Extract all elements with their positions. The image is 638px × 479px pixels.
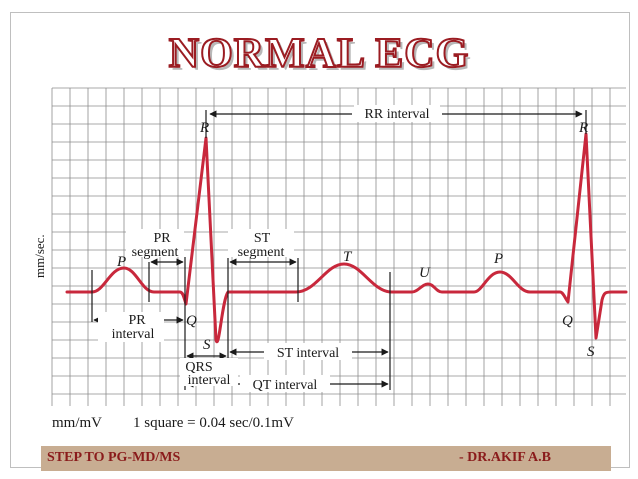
wave-label-p2: P [493,251,503,267]
wave-label-r2: R [578,120,588,136]
footer-right-text: - DR.AKIF A.B [458,450,551,465]
wave-label-q1: Q [186,313,197,329]
scale-square-note: 1 square = 0.04 sec/0.1mV [133,415,294,431]
wave-label-s1: S [203,337,211,353]
wave-label-q2: Q [562,313,573,329]
footer-bar: STEP TO PG-MD/MS - DR.AKIF A.B [41,446,611,471]
qrs-interval-label-line1: QRS [185,360,212,375]
y-axis-label: mm/sec. [32,234,47,278]
rr-interval-label: RR interval [365,107,430,122]
pr-segment-label-line1: PR [153,231,171,246]
qt-interval-label: QT interval [253,378,318,393]
wave-label-r1: R [199,120,209,136]
st-interval-label: ST interval [277,346,339,361]
st-segment-label-line2: segment [238,245,285,260]
slide-title: NORMAL ECG [168,30,470,78]
pr-interval-label-line1: PR [128,313,146,328]
wave-label-p1: P [116,254,126,270]
wave-label-t: T [343,249,353,265]
scale-unit: mm/mV [52,415,102,431]
ecg-trace [65,132,628,344]
wave-label-u: U [419,265,431,281]
pr-interval-label-line2: interval [112,327,155,342]
footer-left-text: STEP TO PG-MD/MS [47,450,181,465]
pr-segment-label-line2: segment [132,245,179,260]
qrs-interval-label-line2: interval [188,373,231,388]
wave-label-s2: S [587,344,595,360]
st-segment-label-line1: ST [254,231,271,246]
